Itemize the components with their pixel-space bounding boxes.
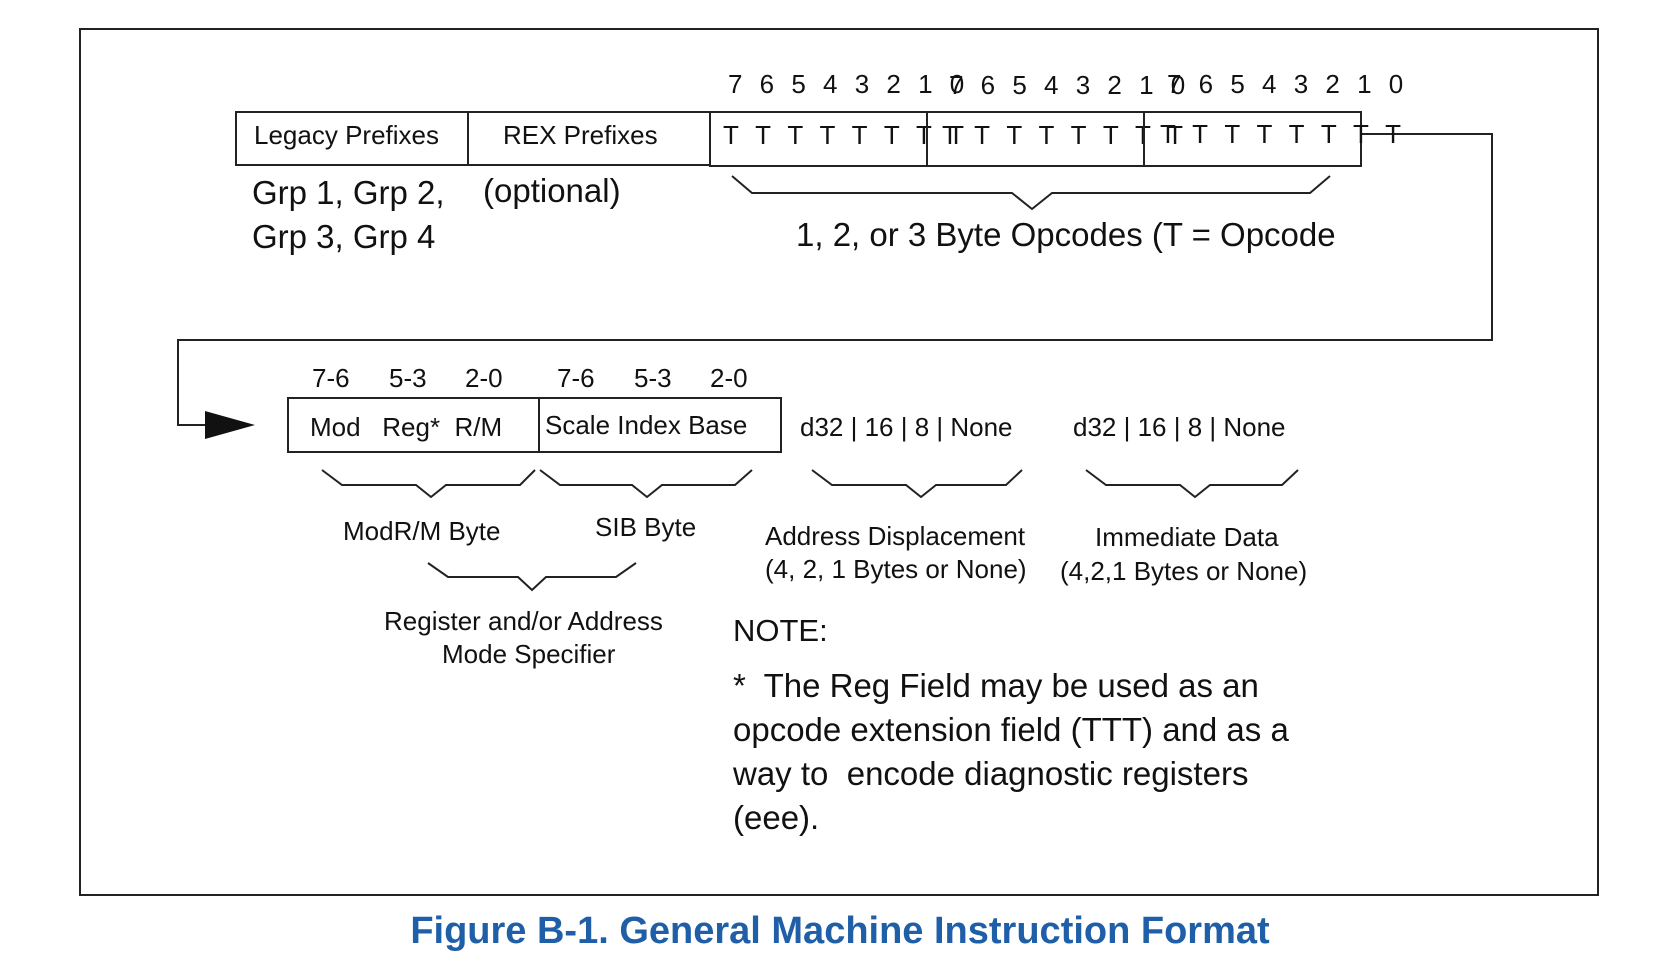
modrm-bits-2-0: 2-0	[465, 363, 503, 393]
rex-prefixes-label: REX Prefixes	[503, 120, 658, 150]
rex-optional-label: (optional)	[483, 172, 621, 209]
opcode-byte3-box	[1143, 111, 1362, 167]
flow-connector	[177, 133, 1493, 426]
opcode-byte3-bits: T T T T T T T T	[1160, 119, 1407, 149]
specifier-brace	[427, 562, 637, 592]
specifier-label-1: Register and/or Address	[384, 606, 663, 636]
figure-caption: Figure B-1. General Machine Instruction …	[410, 910, 1270, 952]
sib-bits-5-3: 5-3	[634, 363, 672, 393]
flow-arrowhead	[205, 411, 255, 439]
sib-fields: Scale Index Base	[545, 410, 748, 440]
sib-box	[538, 397, 782, 453]
sib-byte-label: SIB Byte	[595, 512, 697, 542]
modrm-bits-5-3: 5-3	[389, 363, 427, 393]
opcode-byte3-bit-header: 7 6 5 4 3 2 1 0	[1167, 69, 1409, 99]
opcode-byte1-bit-header: 7 6 5 4 3 2 1 0	[728, 69, 970, 99]
figure-frame	[79, 28, 1599, 896]
modrm-brace	[321, 469, 536, 499]
note-line-2: opcode extension field (TTT) and as a	[733, 711, 1289, 748]
immediate-brace	[1085, 469, 1299, 499]
opcode-byte2-bits: T T T T T T T T	[942, 120, 1189, 150]
displacement-label-1: Address Displacement	[765, 521, 1026, 551]
note-line-3: way to encode diagnostic registers	[733, 755, 1249, 792]
immediate-sizes: d32 | 16 | 8 | None	[1073, 412, 1286, 442]
displacement-label-2: (4, 2, 1 Bytes or None)	[765, 554, 1027, 584]
note-line-1: * The Reg Field may be used as an	[733, 667, 1259, 704]
sib-brace	[539, 469, 753, 499]
opcode-brace	[731, 175, 1331, 211]
legacy-groups-line1: Grp 1, Grp 2,	[252, 174, 445, 211]
sib-bits-7-6: 7-6	[557, 363, 595, 393]
displacement-brace	[811, 469, 1023, 499]
immediate-label-1: Immediate Data	[1095, 522, 1279, 552]
specifier-label-2: Mode Specifier	[442, 639, 616, 669]
note-heading: NOTE:	[733, 613, 828, 648]
legacy-prefixes-label: Legacy Prefixes	[254, 120, 439, 150]
modrm-bits-7-6: 7-6	[312, 363, 350, 393]
opcode-byte1-bits: T T T T T T T T	[723, 120, 970, 150]
opcode-byte2-bit-header: 7 6 5 4 3 2 1 0	[949, 70, 1191, 100]
displacement-sizes: d32 | 16 | 8 | None	[800, 412, 1013, 442]
modrm-byte-label: ModR/M Byte	[343, 516, 501, 546]
legacy-groups-line2: Grp 3, Grp 4	[252, 218, 436, 255]
immediate-label-2: (4,2,1 Bytes or None)	[1060, 556, 1308, 586]
note-line-4: (eee).	[733, 799, 820, 836]
modrm-fields: Mod Reg* R/M	[310, 412, 503, 442]
opcodes-label: 1, 2, or 3 Byte Opcodes (T = Opcode	[796, 216, 1336, 253]
sib-bits-2-0: 2-0	[710, 363, 748, 393]
